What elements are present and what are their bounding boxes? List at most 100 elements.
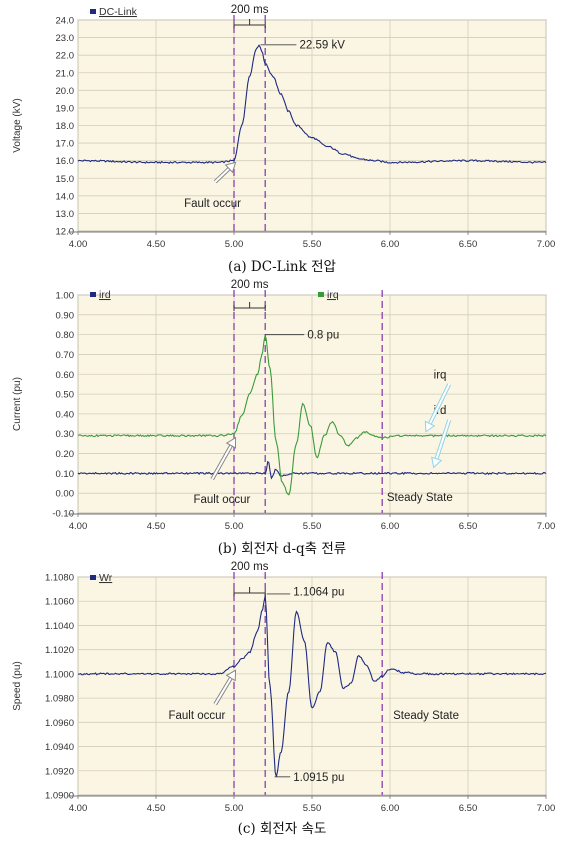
duration-bracket: 200 ms bbox=[231, 4, 269, 28]
y-tick-label: 1.1060 bbox=[45, 597, 74, 608]
series-line-irq bbox=[77, 335, 547, 496]
y-tick-label: 19.0 bbox=[56, 103, 75, 114]
chart-panel-1: 12.0 13.0 14.0 15.0 16.0 17.0 18.0 19.0 20.0 21.0… bbox=[12, 4, 555, 275]
annotation-label: 1.1064 pu bbox=[293, 587, 344, 599]
arrow-head bbox=[225, 669, 237, 682]
y-tick-label: 1.0920 bbox=[45, 766, 74, 777]
arrow-head bbox=[225, 436, 237, 449]
x-tick-label: 4.50 bbox=[147, 239, 166, 250]
x-tick-label: 4.00 bbox=[69, 803, 88, 814]
chart-panel-2: -0.10 0.00 0.10 0.20 0.30 0.40 0.50 0.60 0.70 0.8… bbox=[12, 279, 555, 557]
annotation-label: 0.8 pu bbox=[307, 330, 339, 342]
x-tick-label: 6.00 bbox=[381, 239, 400, 250]
y-tick-label: 17.0 bbox=[56, 139, 75, 150]
x-tick-label: 4.00 bbox=[69, 521, 88, 532]
bracket-label: 200 ms bbox=[231, 279, 269, 291]
series-line-wr bbox=[77, 595, 547, 777]
series-line-ird bbox=[77, 460, 547, 480]
y-tick-label: 12.0 bbox=[56, 227, 75, 238]
x-tick-label: 6.50 bbox=[459, 239, 478, 250]
x-tick-label: 5.00 bbox=[225, 239, 244, 250]
legend-label: Wr bbox=[99, 572, 113, 584]
y-tick-label: 1.1020 bbox=[45, 645, 74, 656]
legend-swatch bbox=[90, 575, 96, 580]
y-tick-label: 1.1040 bbox=[45, 621, 74, 632]
legend-swatch bbox=[90, 9, 96, 14]
annotation-label: Fault occur bbox=[168, 710, 225, 722]
x-tick-label: 5.50 bbox=[303, 521, 322, 532]
y-tick-label: 14.0 bbox=[56, 191, 75, 202]
series-line-dc-link bbox=[77, 44, 547, 165]
figure-caption: (b) 회전자 d-q축 전류 bbox=[218, 541, 346, 557]
x-tick-label: 6.00 bbox=[381, 803, 400, 814]
x-tick-label: 7.00 bbox=[537, 803, 556, 814]
bracket-label: 200 ms bbox=[231, 4, 269, 16]
arrow-shaft-inner bbox=[214, 167, 230, 183]
arrow-shaft-inner bbox=[435, 419, 451, 460]
duration-bracket: 200 ms bbox=[231, 279, 269, 311]
bracket-label: 200 ms bbox=[231, 561, 269, 573]
chart-panel-3: 1.0900 1.0920 1.0940 1.0960 1.0980 1.1000 1.10… bbox=[12, 561, 555, 837]
pointer-arrow bbox=[431, 419, 452, 469]
duration-bracket: 200 ms bbox=[231, 561, 269, 596]
y-tick-label: 1.1080 bbox=[45, 573, 74, 584]
y-tick-label: 13.0 bbox=[56, 209, 75, 220]
y-tick-label: 0.50 bbox=[56, 390, 75, 401]
annotation-label: irq bbox=[434, 369, 447, 381]
pointer-arrow bbox=[424, 383, 452, 433]
legend-swatch bbox=[90, 292, 96, 297]
annotation-label: 1.0915 pu bbox=[293, 772, 344, 784]
x-tick-label: 6.00 bbox=[381, 521, 400, 532]
y-tick-label: 0.90 bbox=[56, 310, 75, 321]
legend-label: irq bbox=[327, 289, 339, 301]
y-tick-label: 1.1000 bbox=[45, 669, 74, 680]
legend-label: ird bbox=[99, 289, 111, 301]
figure-caption: (c) 회전자 속도 bbox=[238, 821, 327, 837]
y-axis-label: Voltage (kV) bbox=[12, 98, 23, 152]
x-tick-label: 7.00 bbox=[537, 521, 556, 532]
x-tick-label: 5.00 bbox=[225, 521, 244, 532]
y-tick-label: 22.0 bbox=[56, 51, 75, 62]
y-tick-label: 0.20 bbox=[56, 449, 75, 460]
y-tick-label: 16.0 bbox=[56, 156, 75, 167]
pointer-arrow bbox=[213, 669, 237, 706]
arrow-head bbox=[424, 420, 436, 433]
x-tick-label: 4.00 bbox=[69, 239, 88, 250]
y-axis-label: Current (pu) bbox=[12, 377, 23, 431]
arrow-shaft-inner bbox=[214, 677, 232, 705]
y-tick-label: 0.80 bbox=[56, 330, 75, 341]
x-tick-label: 5.50 bbox=[303, 803, 322, 814]
y-tick-label: 1.0940 bbox=[45, 742, 74, 753]
y-tick-label: 1.0980 bbox=[45, 694, 74, 705]
y-tick-label: 0.40 bbox=[56, 409, 75, 420]
y-tick-label: 1.00 bbox=[56, 291, 75, 302]
y-tick-label: 21.0 bbox=[56, 68, 75, 79]
x-tick-label: 5.00 bbox=[225, 803, 244, 814]
y-tick-label: -0.10 bbox=[52, 509, 74, 520]
y-tick-label: 20.0 bbox=[56, 86, 75, 97]
annotation-label: Fault occur bbox=[184, 198, 241, 210]
x-tick-label: 5.50 bbox=[303, 239, 322, 250]
arrow-head bbox=[431, 456, 443, 469]
y-tick-label: 23.0 bbox=[56, 33, 75, 44]
legend-swatch bbox=[318, 292, 324, 297]
annotation-label: Steady State bbox=[387, 492, 453, 504]
x-tick-label: 6.50 bbox=[459, 521, 478, 532]
y-tick-label: 0.00 bbox=[56, 489, 75, 500]
y-tick-label: 0.30 bbox=[56, 429, 75, 440]
y-tick-label: 1.0960 bbox=[45, 718, 74, 729]
y-tick-label: 0.10 bbox=[56, 469, 75, 480]
x-tick-label: 4.50 bbox=[147, 521, 166, 532]
arrow-shaft-inner bbox=[211, 445, 233, 480]
y-tick-label: 18.0 bbox=[56, 121, 75, 132]
annotation-label: 22.59 kV bbox=[300, 40, 346, 52]
y-tick-label: 24.0 bbox=[56, 16, 75, 27]
y-axis-label: Speed (pu) bbox=[12, 661, 23, 710]
y-tick-label: 1.0900 bbox=[45, 791, 74, 802]
x-tick-label: 6.50 bbox=[459, 803, 478, 814]
x-tick-label: 4.50 bbox=[147, 803, 166, 814]
arrow-head bbox=[224, 161, 237, 174]
pointer-arrow bbox=[213, 161, 237, 184]
annotation-label: Steady State bbox=[393, 710, 459, 722]
